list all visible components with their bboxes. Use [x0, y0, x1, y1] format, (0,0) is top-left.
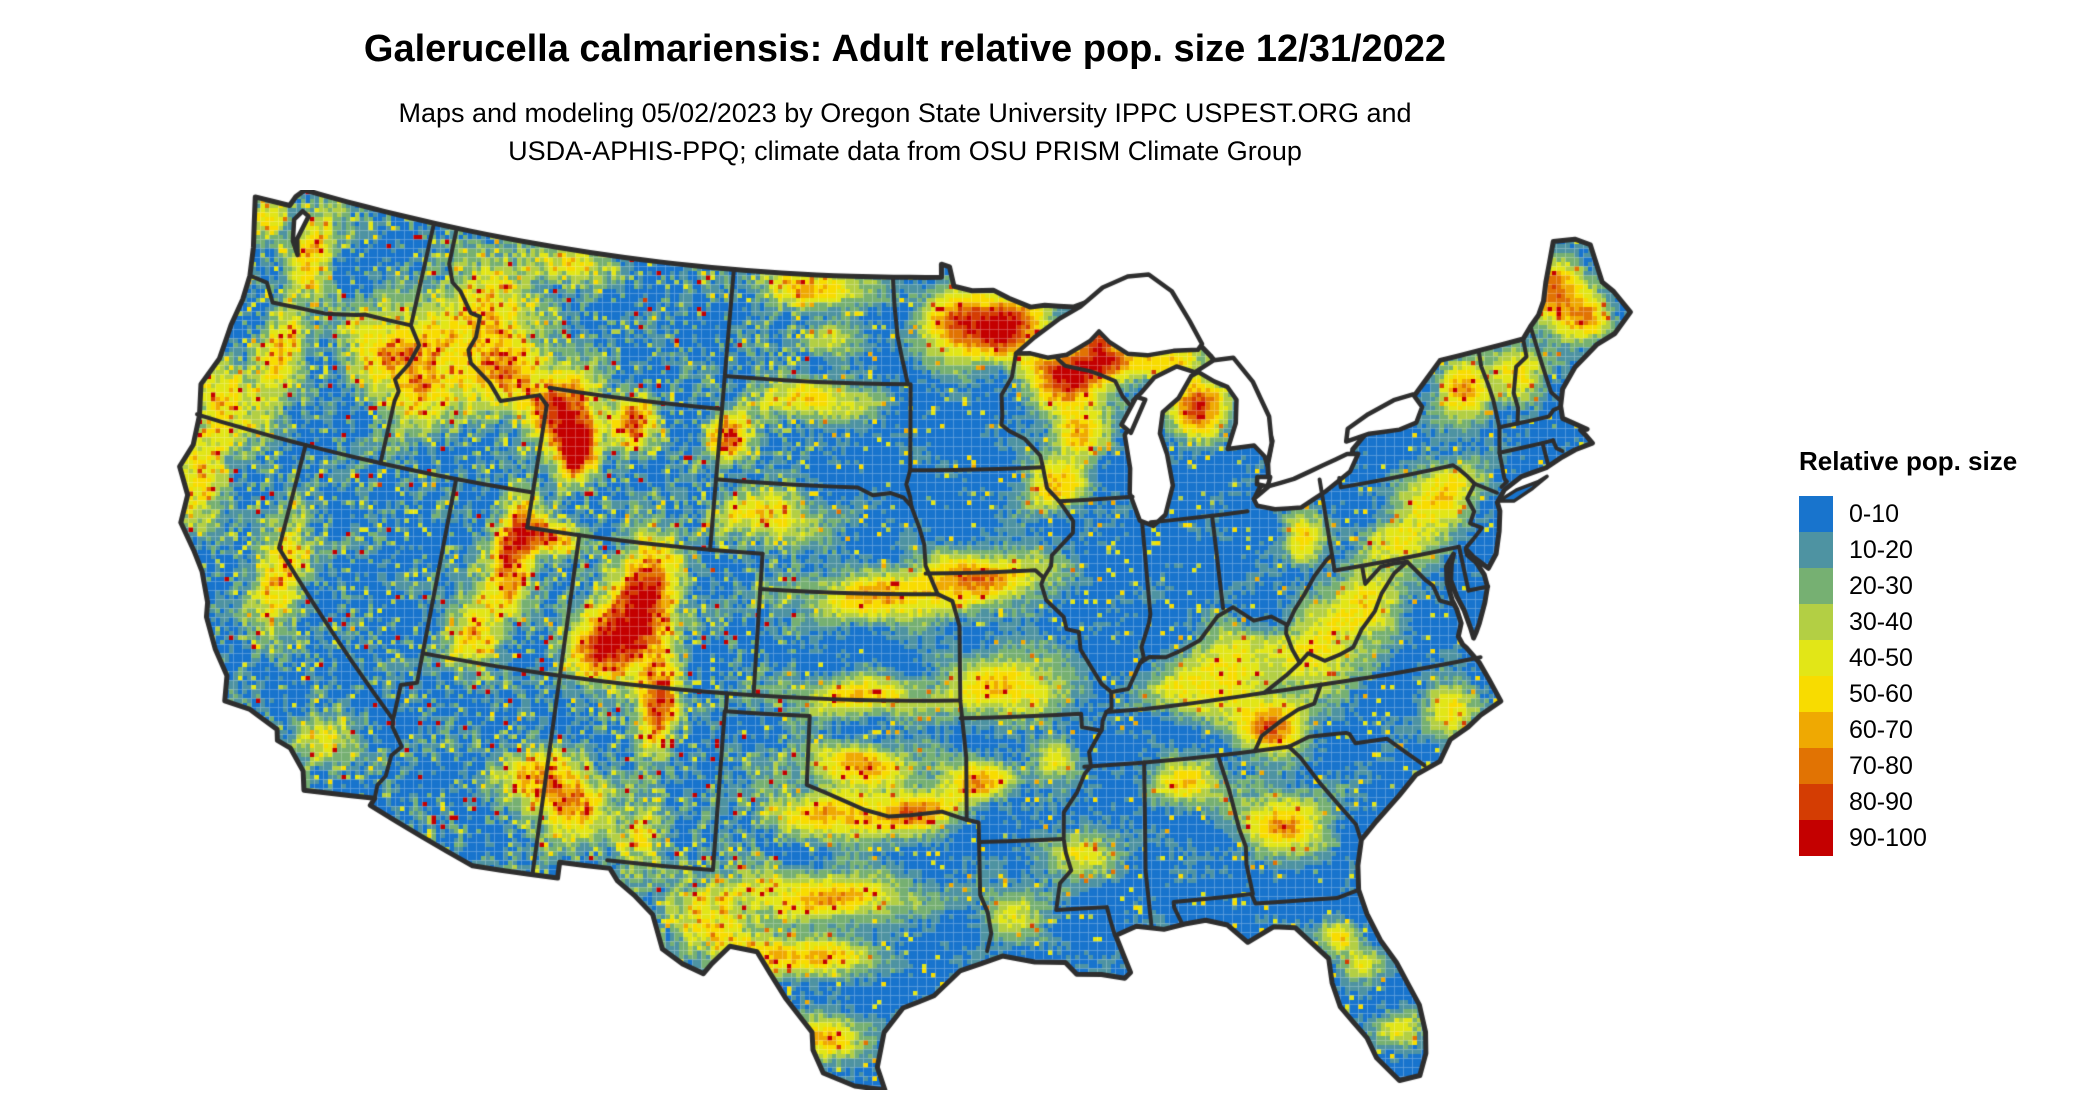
legend-swatch	[1799, 604, 1833, 640]
legend-swatch	[1799, 568, 1833, 604]
legend-label: 70-80	[1849, 751, 1913, 780]
map-subtitle-line2: USDA-APHIS-PPQ; climate data from OSU PR…	[508, 136, 1302, 166]
legend-swatch	[1799, 532, 1833, 568]
map-subtitle: Maps and modeling 05/02/2023 by Oregon S…	[0, 94, 1810, 170]
legend-label: 40-50	[1849, 643, 1913, 672]
legend-label: 50-60	[1849, 679, 1913, 708]
legend-swatch	[1799, 640, 1833, 676]
legend-item: 30-40	[1799, 604, 2017, 640]
legend-label: 0-10	[1849, 499, 1900, 528]
legend-item: 20-30	[1799, 568, 2017, 604]
legend-item: 50-60	[1799, 676, 2017, 712]
legend-item: 80-90	[1799, 784, 2017, 820]
legend-item: 60-70	[1799, 712, 2017, 748]
legend-panel: Relative pop. size 0-10 10-20 20-30 30-40 40…	[1799, 446, 2017, 856]
legend-title: Relative pop. size	[1799, 446, 2018, 476]
legend-label: 60-70	[1849, 715, 1913, 744]
legend-item: 10-20	[1799, 532, 2017, 568]
map-title: Galerucella calmariensis: Adult relative…	[363, 28, 1447, 70]
legend-item: 90-100	[1799, 820, 2017, 856]
legend-item: 70-80	[1799, 748, 2017, 784]
legend-swatch	[1799, 712, 1833, 748]
legend-swatch	[1799, 676, 1833, 712]
legend-label: 80-90	[1849, 787, 1913, 816]
legend-swatch	[1799, 748, 1833, 784]
us-relative-population-heatmap-canvas	[40, 190, 1770, 1090]
legend-label: 90-100	[1849, 823, 1927, 852]
legend-swatch	[1799, 820, 1833, 856]
legend-item: 0-10	[1799, 496, 2017, 532]
legend-swatch	[1799, 784, 1833, 820]
legend-items: 0-10 10-20 20-30 30-40 40-50 50-60 60-70 70-80 8…	[1799, 496, 2017, 856]
legend-swatch	[1799, 496, 1833, 532]
legend-label: 20-30	[1849, 571, 1913, 600]
legend-item: 40-50	[1799, 640, 2017, 676]
map-subtitle-line1: Maps and modeling 05/02/2023 by Oregon S…	[398, 98, 1412, 128]
legend-label: 10-20	[1849, 535, 1913, 564]
legend-label: 30-40	[1849, 607, 1913, 636]
